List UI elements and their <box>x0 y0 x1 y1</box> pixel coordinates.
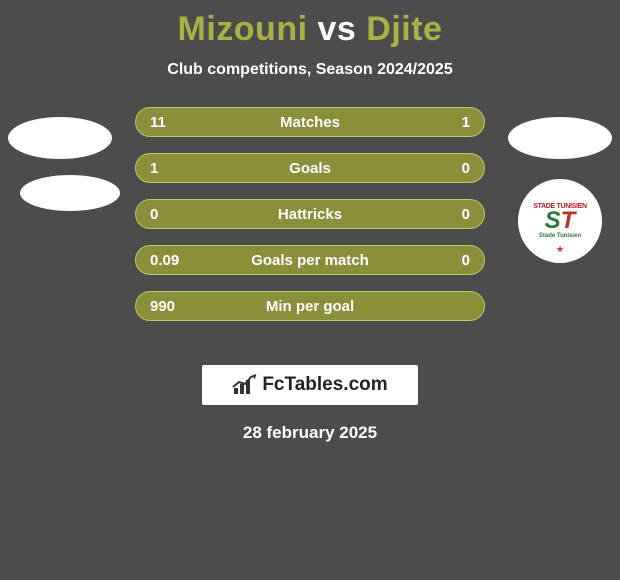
club-logo-circle: STADE TUNISIEN ST Stade Tunisien ★ <box>524 185 596 257</box>
stat-right: 0 <box>410 160 470 177</box>
stats-area: STADE TUNISIEN ST Stade Tunisien ★ 11 Ma… <box>0 107 620 357</box>
comparison-title: Mizouni vs Djite <box>0 0 620 49</box>
brand-text: FcTables.com <box>262 374 387 396</box>
stat-rows: 11 Matches 1 1 Goals 0 0 Hattricks 0 0.0… <box>135 107 485 337</box>
stat-left: 0.09 <box>150 252 210 269</box>
stat-row-matches: 11 Matches 1 <box>135 107 485 137</box>
footer-brand[interactable]: FcTables.com <box>202 365 418 405</box>
stat-right: 0 <box>410 206 470 223</box>
stat-left: 1 <box>150 160 210 177</box>
chart-icon <box>232 374 258 396</box>
player2-name: Djite <box>366 10 442 48</box>
stat-right: 1 <box>410 114 470 131</box>
club-logo-star: ★ <box>556 244 564 255</box>
stat-left: 11 <box>150 114 210 131</box>
stat-label: Min per goal <box>210 298 410 315</box>
stat-row-mpg: 990 Min per goal <box>135 291 485 321</box>
vs-text: vs <box>318 10 357 48</box>
player1-name: Mizouni <box>178 10 308 48</box>
stat-left: 0 <box>150 206 210 223</box>
date-text: 28 february 2025 <box>0 423 620 443</box>
brand-prefix: Fc <box>262 374 284 395</box>
stat-right: 0 <box>410 252 470 269</box>
stat-label: Goals <box>210 160 410 177</box>
stat-row-gpm: 0.09 Goals per match 0 <box>135 245 485 275</box>
subtitle: Club competitions, Season 2024/2025 <box>0 61 620 79</box>
club-logo-s: S <box>545 207 561 234</box>
player1-avatar-club <box>20 175 120 211</box>
club-logo-bottomtext: Stade Tunisien <box>539 233 581 239</box>
club-logo-t: T <box>561 207 576 234</box>
player2-avatar-top <box>508 117 612 159</box>
stat-label: Hattricks <box>210 206 410 223</box>
player2-club-logo: STADE TUNISIEN ST Stade Tunisien ★ <box>518 179 602 263</box>
stat-row-goals: 1 Goals 0 <box>135 153 485 183</box>
stat-label: Goals per match <box>210 252 410 269</box>
brand-rest: Tables.com <box>285 374 388 395</box>
player1-avatar-top <box>8 117 112 159</box>
stat-left: 990 <box>150 298 210 315</box>
stat-row-hattricks: 0 Hattricks 0 <box>135 199 485 229</box>
stat-label: Matches <box>210 114 410 131</box>
club-logo-letters: ST <box>545 211 576 230</box>
